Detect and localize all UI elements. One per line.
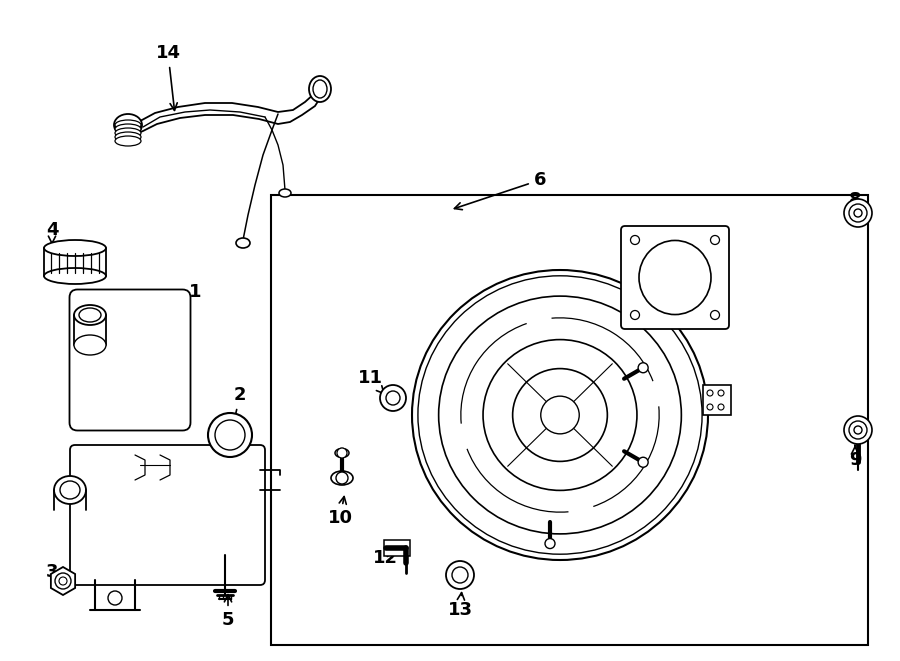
Text: 7: 7 bbox=[624, 249, 642, 269]
Ellipse shape bbox=[309, 76, 331, 102]
Ellipse shape bbox=[44, 268, 106, 284]
Circle shape bbox=[707, 404, 713, 410]
Text: 10: 10 bbox=[328, 496, 353, 527]
Circle shape bbox=[718, 390, 724, 396]
Text: 12: 12 bbox=[373, 549, 398, 567]
Ellipse shape bbox=[279, 189, 291, 197]
Circle shape bbox=[638, 363, 648, 373]
Text: 3: 3 bbox=[46, 563, 66, 581]
Circle shape bbox=[849, 204, 867, 222]
Text: 6: 6 bbox=[454, 171, 546, 210]
Circle shape bbox=[631, 235, 640, 245]
Ellipse shape bbox=[639, 241, 711, 315]
Ellipse shape bbox=[115, 128, 141, 138]
Circle shape bbox=[710, 235, 719, 245]
Bar bbox=[384, 540, 410, 556]
Circle shape bbox=[854, 209, 862, 217]
Ellipse shape bbox=[115, 136, 141, 146]
Text: 8: 8 bbox=[849, 191, 861, 212]
Circle shape bbox=[386, 391, 400, 405]
Text: 13: 13 bbox=[447, 593, 473, 619]
Ellipse shape bbox=[114, 114, 142, 136]
Ellipse shape bbox=[60, 481, 80, 499]
Ellipse shape bbox=[541, 396, 580, 434]
Circle shape bbox=[380, 385, 406, 411]
Ellipse shape bbox=[418, 276, 702, 554]
Text: 9: 9 bbox=[849, 446, 861, 469]
FancyBboxPatch shape bbox=[621, 226, 729, 329]
Circle shape bbox=[336, 472, 348, 484]
Ellipse shape bbox=[74, 305, 106, 325]
Ellipse shape bbox=[115, 124, 141, 134]
Circle shape bbox=[446, 561, 474, 589]
Circle shape bbox=[55, 573, 71, 589]
Bar bbox=[271, 195, 868, 645]
Ellipse shape bbox=[115, 132, 141, 142]
Ellipse shape bbox=[438, 296, 681, 534]
Ellipse shape bbox=[54, 476, 86, 504]
Circle shape bbox=[844, 199, 872, 227]
Text: 11: 11 bbox=[357, 369, 384, 393]
Polygon shape bbox=[51, 567, 75, 595]
Circle shape bbox=[215, 420, 245, 450]
Text: 14: 14 bbox=[156, 44, 181, 110]
Circle shape bbox=[844, 416, 872, 444]
Circle shape bbox=[854, 426, 862, 434]
FancyBboxPatch shape bbox=[70, 445, 265, 585]
Text: 4: 4 bbox=[46, 221, 58, 245]
Circle shape bbox=[545, 539, 555, 549]
Circle shape bbox=[59, 577, 67, 585]
Circle shape bbox=[849, 421, 867, 439]
Ellipse shape bbox=[74, 335, 106, 355]
Ellipse shape bbox=[115, 120, 141, 130]
Circle shape bbox=[631, 311, 640, 319]
Ellipse shape bbox=[483, 340, 637, 490]
Text: 2: 2 bbox=[231, 386, 247, 426]
Ellipse shape bbox=[79, 308, 101, 322]
Circle shape bbox=[108, 591, 122, 605]
Circle shape bbox=[337, 448, 347, 458]
Circle shape bbox=[718, 404, 724, 410]
Ellipse shape bbox=[44, 240, 106, 256]
Text: 1: 1 bbox=[155, 283, 202, 351]
Circle shape bbox=[452, 567, 468, 583]
Ellipse shape bbox=[331, 471, 353, 485]
Bar bbox=[703, 385, 731, 415]
Circle shape bbox=[707, 390, 713, 396]
Circle shape bbox=[710, 311, 719, 319]
Circle shape bbox=[208, 413, 252, 457]
Ellipse shape bbox=[513, 369, 608, 461]
Text: 5: 5 bbox=[221, 595, 234, 629]
Ellipse shape bbox=[313, 80, 327, 98]
FancyBboxPatch shape bbox=[69, 290, 191, 430]
Ellipse shape bbox=[236, 238, 250, 248]
Ellipse shape bbox=[335, 449, 349, 457]
Circle shape bbox=[638, 457, 648, 467]
Ellipse shape bbox=[412, 270, 708, 560]
